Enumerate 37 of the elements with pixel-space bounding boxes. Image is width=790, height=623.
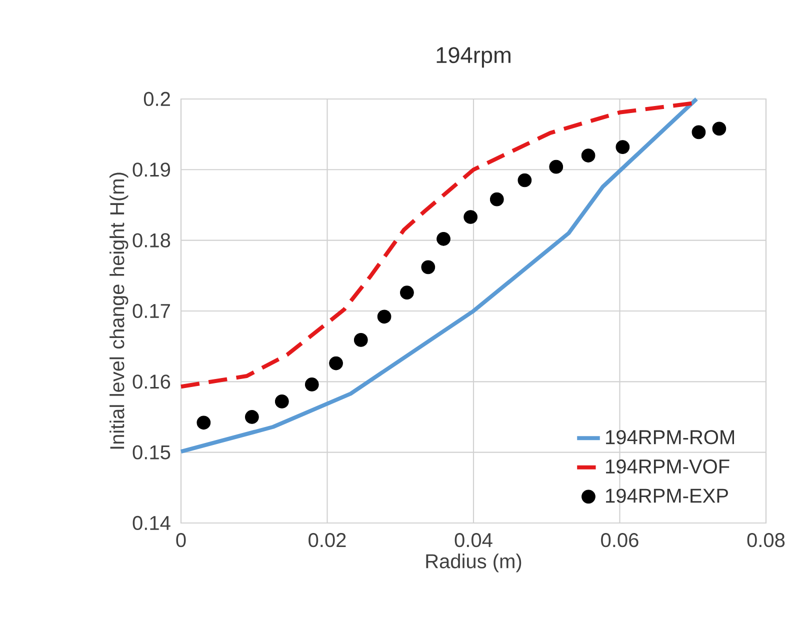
x-tick-label: 0.04 [454, 533, 492, 548]
y-tick-label: 0.15 [132, 445, 170, 460]
point [549, 160, 564, 174]
legend-label: 194RPM-VOF [606, 459, 730, 474]
y-tick-label: 0.18 [132, 233, 170, 248]
point [616, 140, 630, 154]
chart-title: 194rpm [436, 47, 510, 68]
point [354, 333, 368, 347]
y-tick-label: 0.14 [132, 516, 170, 530]
point [692, 125, 706, 140]
x-axis-title: Radius (m) [426, 554, 522, 572]
x-tick-label: 0.06 [601, 533, 638, 548]
point [436, 232, 450, 246]
point [421, 260, 436, 274]
point [377, 310, 392, 324]
point [712, 122, 726, 136]
x-tick-label: 0.08 [747, 533, 785, 548]
point [329, 356, 343, 370]
y-tick-label: 0.2 [144, 92, 170, 106]
y-tick-label: 0.19 [132, 162, 170, 177]
point [274, 394, 289, 408]
point [304, 378, 319, 392]
legend-label: 194RPM-ROM [606, 430, 734, 444]
point [518, 173, 532, 188]
point [196, 416, 211, 430]
y-tick-label: 0.17 [132, 304, 170, 318]
point [244, 410, 259, 424]
line-series [179, 101, 695, 389]
y-tick-label: 0.16 [132, 374, 170, 389]
point [400, 286, 414, 300]
point [490, 192, 504, 206]
y-axis-title: Initial level change height H(m) [110, 172, 128, 449]
point [464, 210, 478, 224]
point [581, 148, 596, 162]
legend-label: 194RPM-EXP [606, 488, 728, 503]
x-tick-label: 0.02 [308, 533, 346, 548]
x-tick-label: 0 [176, 533, 186, 548]
